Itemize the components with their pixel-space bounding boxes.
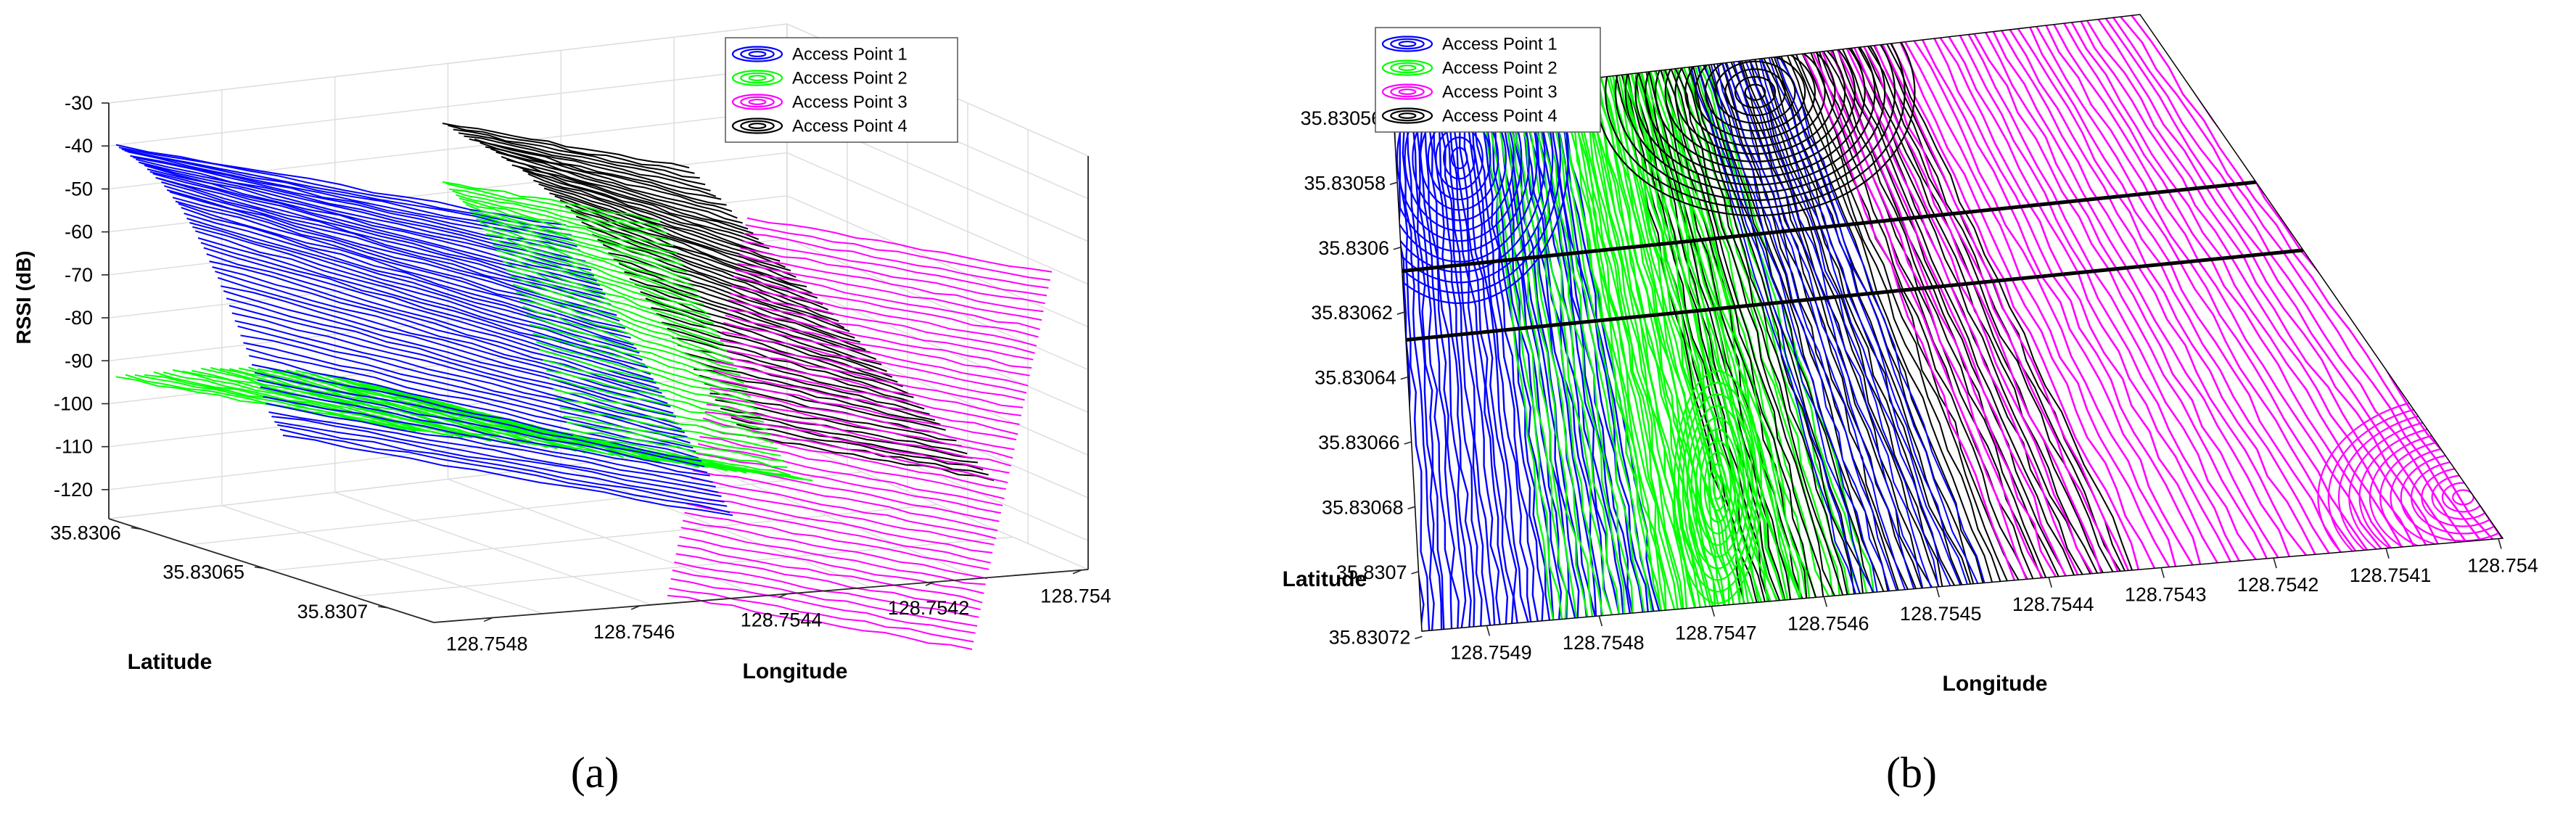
chart-panel-a: -30 -40 -50 -60 -70 -80 -90 -100 -110 -120 128.754… (0, 0, 1277, 814)
legend-label: Access Point 2 (792, 69, 908, 89)
y-tick-label: 35.8307 (1336, 562, 1407, 583)
x-tick-label: 128.754 (1040, 585, 1111, 607)
chart-b-caption: (b) (1886, 749, 1937, 797)
chart-b-xlabel: Longitude (1943, 672, 2048, 696)
z-tick-label: -60 (65, 221, 93, 243)
chart-a-axes (108, 103, 1089, 623)
legend-label: Access Point 4 (1442, 107, 1557, 126)
x-tick-label: 128.7548 (446, 633, 528, 654)
legend-label: Access Point 2 (1442, 59, 1557, 78)
x-tick-label: 128.7546 (1787, 612, 1869, 634)
contour-surface (442, 181, 791, 477)
y-tick-label: 35.83062 (1311, 302, 1393, 324)
z-tick-label: -80 (65, 307, 93, 329)
chart-a-ylabel: Latitude (128, 650, 213, 674)
legend-ellipse-icon (1381, 107, 1433, 124)
z-tick-label: -90 (65, 350, 93, 371)
x-tick-label: 128.7541 (2350, 564, 2432, 586)
y-tick-label: 35.83066 (1318, 432, 1400, 453)
y-tick-label: 35.83058 (1304, 172, 1386, 194)
chart-a-svg: -30 -40 -50 -60 -70 -80 -90 -100 -110 -120 128.754… (12, 23, 1111, 797)
contour-surface (442, 123, 995, 482)
chart-b-ticks: 35.83056 35.83058 35.8306 35.83062 35.83064 3… (1301, 14, 2538, 663)
x-tick-label: 128.7545 (1900, 603, 1982, 625)
y-tick-label: 35.8307 (297, 601, 369, 622)
legend-ellipse-icon (731, 70, 783, 86)
legend-label: Access Point 1 (792, 45, 908, 65)
y-tick-label: 35.83056 (1301, 107, 1383, 129)
chart-a-zlabel: RSSI (dB) (12, 250, 35, 344)
contour-band (1690, 56, 1986, 594)
z-tick-label: -50 (65, 178, 93, 200)
z-tick-label: -110 (55, 436, 93, 458)
x-tick-label: 128.7544 (741, 609, 823, 631)
chart-b-svg: 35.83056 35.83058 35.8306 35.83062 35.83064 3… (1283, 14, 2538, 797)
chart-panel-b: 35.83056 35.83058 35.8306 35.83062 35.83064 3… (1277, 0, 2576, 814)
chart-a-ticks: -30 -40 -50 -60 -70 -80 -90 -100 -110 -120 128.754… (50, 92, 1111, 654)
legend-label: Access Point 3 (792, 93, 908, 112)
y-tick-label: 35.8306 (50, 522, 121, 543)
chart-a-xlabel: Longitude (743, 659, 848, 683)
y-tick-label: 35.83064 (1314, 367, 1396, 389)
x-tick-label: 128.7542 (888, 597, 970, 619)
contour-rings (1673, 370, 1762, 604)
chart-a-caption: (a) (571, 749, 620, 797)
z-tick-label: -70 (65, 264, 93, 286)
x-tick-label: 128.7549 (1450, 641, 1532, 663)
x-tick-label: 128.7548 (1563, 632, 1645, 654)
x-tick-label: 128.7544 (2012, 593, 2094, 615)
y-tick-label: 35.83068 (1322, 496, 1404, 518)
legend-label: Access Point 1 (1442, 35, 1557, 54)
y-tick-label: 35.8306 (1318, 237, 1389, 259)
x-tick-label: 128.7543 (2125, 583, 2207, 605)
legend-ellipse-icon (731, 118, 783, 134)
chart-b-ylabel: Latitude (1283, 567, 1367, 591)
chart-a-legend: Access Point 1 Access Point 2 Access Point… (725, 37, 958, 143)
x-tick-label: 128.754 (2467, 555, 2538, 577)
z-tick-label: -40 (65, 135, 93, 157)
y-tick-label: 35.83072 (1329, 626, 1411, 648)
y-tick-label: 35.83065 (162, 562, 244, 583)
legend-ellipse-icon (731, 94, 783, 110)
z-tick-label: -100 (54, 392, 93, 414)
x-tick-label: 128.7547 (1675, 622, 1757, 644)
legend-ellipse-icon (1381, 83, 1433, 100)
legend-label: Access Point 4 (792, 117, 908, 136)
z-tick-label: -120 (54, 479, 93, 501)
legend-label: Access Point 3 (1442, 83, 1557, 102)
contour-surface (115, 144, 733, 517)
legend-ellipse-icon (1381, 36, 1433, 52)
contour-surface (667, 217, 1053, 650)
x-tick-label: 128.7542 (2237, 574, 2319, 596)
x-tick-label: 128.7546 (593, 621, 675, 643)
legend-ellipse-icon (731, 46, 783, 62)
chart-a-contours (115, 123, 1053, 650)
chart-b-contours (1393, 15, 2503, 631)
chart-b-legend: Access Point 1 Access Point 2 Access Point… (1375, 27, 1601, 133)
legend-ellipse-icon (1381, 59, 1433, 76)
z-tick-label: -30 (65, 92, 93, 114)
